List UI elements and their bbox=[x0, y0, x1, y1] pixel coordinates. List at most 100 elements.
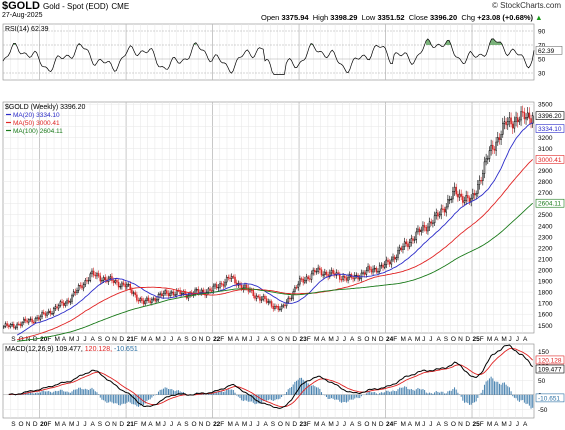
histogram-bar bbox=[54, 390, 56, 395]
histogram-bar bbox=[226, 389, 228, 395]
histogram-bar bbox=[66, 391, 68, 395]
candle-body bbox=[62, 302, 65, 306]
histogram-bar bbox=[314, 386, 316, 395]
histogram-bar bbox=[172, 390, 174, 395]
histogram-bar bbox=[355, 394, 357, 398]
histogram-bar bbox=[342, 394, 344, 403]
candle-body bbox=[495, 141, 497, 151]
histogram-bar bbox=[31, 392, 33, 395]
histogram-bar bbox=[473, 394, 476, 403]
candle-body bbox=[525, 116, 527, 120]
candle-body bbox=[152, 298, 155, 300]
x-tick-label-macd: O bbox=[451, 421, 456, 428]
candle-body bbox=[302, 278, 304, 283]
candle-body bbox=[442, 208, 444, 210]
candle-body bbox=[322, 274, 324, 276]
histogram-bar bbox=[181, 392, 183, 395]
histogram-bar bbox=[405, 386, 407, 395]
high-label: High bbox=[312, 13, 329, 22]
candle-body bbox=[61, 301, 63, 304]
histogram-bar bbox=[404, 386, 406, 395]
candle-body bbox=[195, 289, 198, 291]
histogram-bar bbox=[166, 387, 168, 395]
histogram-bar bbox=[267, 394, 269, 401]
stockcharts-brand: © StockCharts.com bbox=[491, 1, 561, 10]
candle-body bbox=[450, 198, 452, 201]
candle-body bbox=[87, 280, 90, 282]
rsi-overbought-fill bbox=[426, 38, 432, 45]
candle-body bbox=[46, 312, 48, 316]
histogram-bar bbox=[212, 392, 214, 395]
candle-body bbox=[285, 301, 288, 307]
price-last-label: 3334.10 bbox=[538, 126, 562, 133]
histogram-bar bbox=[382, 392, 384, 395]
candle-body bbox=[492, 144, 494, 150]
candle-body bbox=[147, 297, 150, 302]
histogram-bar bbox=[349, 394, 351, 400]
x-tick-label-price: 20 bbox=[40, 336, 48, 343]
histogram-bar bbox=[216, 391, 218, 395]
histogram-bar bbox=[447, 391, 449, 395]
histogram-bar bbox=[101, 394, 103, 400]
x-tick-label-macd: D bbox=[379, 421, 384, 428]
x-tick-label-price: F bbox=[220, 336, 224, 343]
candle-body bbox=[358, 277, 361, 280]
candle-body bbox=[511, 123, 514, 129]
histogram-bar bbox=[452, 389, 454, 395]
candle-body bbox=[487, 158, 489, 160]
candle-body bbox=[104, 277, 107, 281]
x-tick-label-macd: M bbox=[501, 421, 506, 428]
candle-body bbox=[169, 292, 171, 296]
macd-last-box bbox=[535, 355, 565, 365]
candle-body bbox=[329, 272, 331, 278]
candle-body bbox=[26, 320, 28, 323]
candle-body bbox=[121, 282, 123, 287]
candle-body bbox=[227, 276, 230, 279]
candle-body bbox=[49, 310, 52, 314]
x-tick-label-price: N bbox=[285, 336, 290, 343]
histogram-bar bbox=[527, 394, 529, 404]
candle-body bbox=[448, 199, 451, 201]
histogram-bar bbox=[271, 394, 273, 401]
candle-body bbox=[325, 271, 328, 275]
candle-body bbox=[290, 297, 293, 300]
histogram-bar bbox=[332, 394, 334, 399]
x-tick-label-macd: M bbox=[487, 421, 492, 428]
x-tick-label-price: D bbox=[292, 336, 297, 343]
histogram-bar bbox=[487, 380, 489, 395]
candle-body bbox=[339, 273, 341, 280]
candle-body bbox=[164, 290, 166, 294]
x-tick-label-price: J bbox=[170, 336, 173, 343]
histogram-bar bbox=[485, 381, 487, 395]
candle-body bbox=[161, 293, 163, 297]
histogram-bar bbox=[387, 390, 389, 395]
histogram-bar bbox=[530, 394, 532, 409]
candle-body bbox=[447, 199, 449, 208]
candle-body bbox=[516, 117, 519, 123]
x-tick-label-macd: O bbox=[364, 421, 369, 428]
candle-body bbox=[117, 281, 120, 288]
histogram-bar bbox=[347, 394, 349, 402]
x-tick-label-macd: F bbox=[47, 421, 51, 428]
histogram-bar bbox=[262, 394, 264, 402]
histogram-bar bbox=[528, 394, 530, 406]
candle-body bbox=[365, 270, 368, 275]
histogram-bar bbox=[522, 394, 524, 401]
candle-body bbox=[392, 256, 394, 261]
histogram-bar bbox=[229, 389, 231, 395]
price-tick-label: 3500 bbox=[538, 102, 553, 109]
candle-body bbox=[383, 264, 386, 268]
candle-body bbox=[76, 289, 78, 293]
x-tick-label-price: A bbox=[177, 336, 182, 343]
x-tick-label-macd: J bbox=[170, 421, 173, 428]
candle-body bbox=[412, 238, 414, 241]
candle-body bbox=[31, 318, 33, 323]
x-tick-label-macd: N bbox=[372, 421, 377, 428]
histogram-bar bbox=[167, 389, 169, 395]
histogram-bar bbox=[39, 392, 41, 395]
candle-body bbox=[252, 289, 255, 296]
x-tick-label-price: M bbox=[55, 336, 60, 343]
x-tick-label-macd: S bbox=[184, 421, 189, 428]
x-tick-label-price: S bbox=[184, 336, 189, 343]
histogram-bar bbox=[241, 394, 243, 401]
